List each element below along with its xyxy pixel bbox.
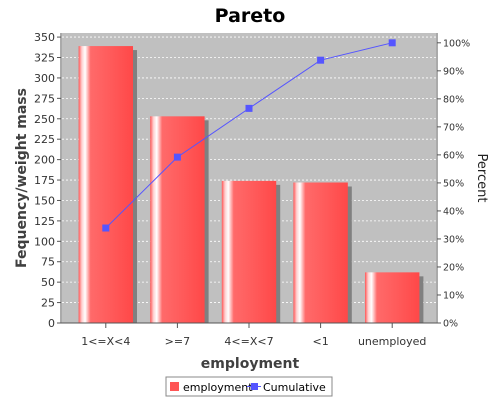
bar-3 <box>293 182 348 323</box>
y2-axis-title: Percent <box>474 154 489 203</box>
legend-label-cumulative: Cumulative <box>263 381 326 394</box>
legend-label-employment: employment <box>183 381 253 394</box>
legend-swatch-employment <box>170 382 179 391</box>
cumulative-point-0 <box>102 224 110 232</box>
left-tick-label-14: 350 <box>34 31 55 44</box>
chart-title: Pareto <box>215 5 286 27</box>
x-axis-title: employment <box>201 356 300 372</box>
bar-1 <box>150 116 205 323</box>
x-tick-label-4: unemployed <box>358 335 426 348</box>
left-tick-label-0: 0 <box>48 317 55 330</box>
x-tick-label-0: 1<=X<4 <box>81 335 130 348</box>
right-tick-label-5: 50% <box>443 178 464 189</box>
bar-0 <box>78 46 134 323</box>
right-y-axis: 0% 10% 20% 30% 40% 50% 60% 70% 80% 90% 100% <box>436 33 470 330</box>
y-axis-title: Fequency/weight mass <box>14 88 30 268</box>
left-tick-label-3: 75 <box>41 256 55 269</box>
right-tick-label-10: 100% <box>443 38 470 49</box>
right-tick-label-8: 80% <box>443 94 464 105</box>
left-tick-label-12: 300 <box>34 72 55 85</box>
left-tick-label-1: 25 <box>41 297 55 310</box>
right-tick-label-9: 90% <box>443 66 464 77</box>
right-tick-label-4: 40% <box>443 206 464 217</box>
legend: employment Cumulative <box>165 376 333 397</box>
right-tick-label-7: 70% <box>443 122 464 133</box>
bar-4 <box>364 272 420 323</box>
bar-2 <box>221 180 277 323</box>
cumulative-point-2 <box>245 104 253 112</box>
left-tick-label-10: 250 <box>34 113 55 126</box>
left-tick-label-9: 225 <box>34 133 55 146</box>
left-tick-label-2: 50 <box>41 276 55 289</box>
x-tick-label-3: <1 <box>312 335 328 348</box>
right-tick-label-2: 20% <box>443 262 464 273</box>
x-tick-label-1: >=7 <box>165 335 190 348</box>
right-tick-label-3: 30% <box>443 234 464 245</box>
right-tick-label-1: 10% <box>443 290 464 301</box>
cumulative-line <box>102 39 396 232</box>
right-tick-label-6: 60% <box>443 150 464 161</box>
left-tick-label-4: 100 <box>34 235 55 248</box>
left-tick-label-8: 200 <box>34 154 55 167</box>
left-tick-label-13: 325 <box>34 52 55 65</box>
legend-swatch-cumulative <box>251 383 258 390</box>
x-tick-label-2: 4<=X<7 <box>224 335 273 348</box>
right-tick-label-0: 0% <box>443 319 458 330</box>
cumulative-point-3 <box>317 56 325 64</box>
x-axis: 1<=X<4 >=7 4<=X<7 <1 unemployed <box>61 322 437 348</box>
cumulative-point-4 <box>388 39 396 47</box>
left-y-axis: 0 25 50 75 100 125 150 175 200 225 250 275 300 325 350 <box>34 31 62 330</box>
left-tick-label-7: 175 <box>34 174 55 187</box>
cumulative-point-1 <box>173 153 181 161</box>
left-tick-label-6: 150 <box>34 194 55 207</box>
left-tick-label-5: 125 <box>34 215 55 228</box>
left-tick-label-11: 275 <box>34 92 55 105</box>
